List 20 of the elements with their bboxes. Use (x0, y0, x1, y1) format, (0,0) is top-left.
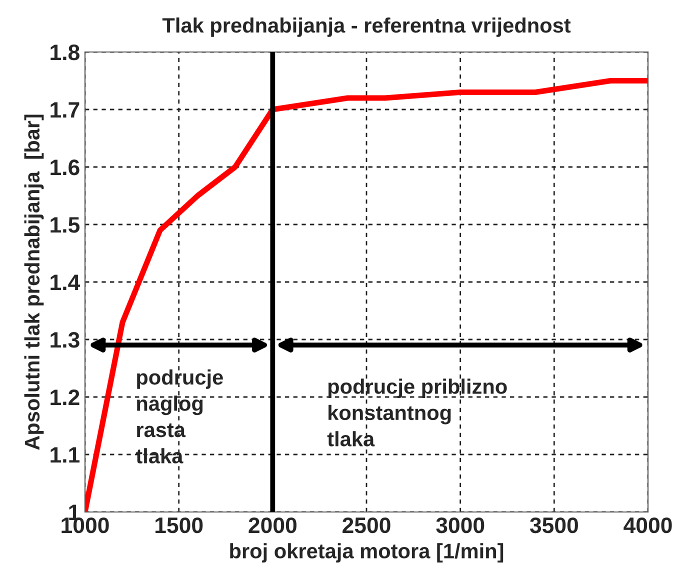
annotation: podrucje naglog rasta tlaka (136, 369, 223, 464)
x-tick-label: 3500 (530, 517, 578, 534)
y-tick-label: 1.1 (50, 447, 80, 463)
x-tick-label: 3000 (436, 517, 484, 534)
x-tick-label: 1000 (62, 517, 109, 534)
y-tick-label: 1.7 (50, 102, 80, 118)
annotation: podrucje priblizno konstantnog tlaka (327, 378, 507, 446)
chart-title: Tlak prednabijanja - referentna vrijednost (162, 17, 571, 37)
x-tick-label: 1500 (156, 517, 203, 534)
y-axis-title: Apsolutni tlak prednabijanja [bar] (24, 114, 44, 450)
y-tick-label: 1.4 (50, 274, 80, 290)
x-tick-label: 2500 (342, 517, 390, 534)
y-tick-label: 1.5 (50, 217, 80, 233)
x-tick-label: 4000 (624, 517, 672, 534)
x-axis-title: broj okretaja motora [1/min] (230, 543, 504, 563)
y-tick-label: 1.6 (50, 160, 80, 176)
x-tick-label: 2000 (248, 517, 296, 534)
y-tick-label: 1.3 (50, 332, 80, 348)
y-tick-label: 1.2 (50, 390, 80, 406)
y-tick-label: 1.8 (50, 44, 80, 60)
